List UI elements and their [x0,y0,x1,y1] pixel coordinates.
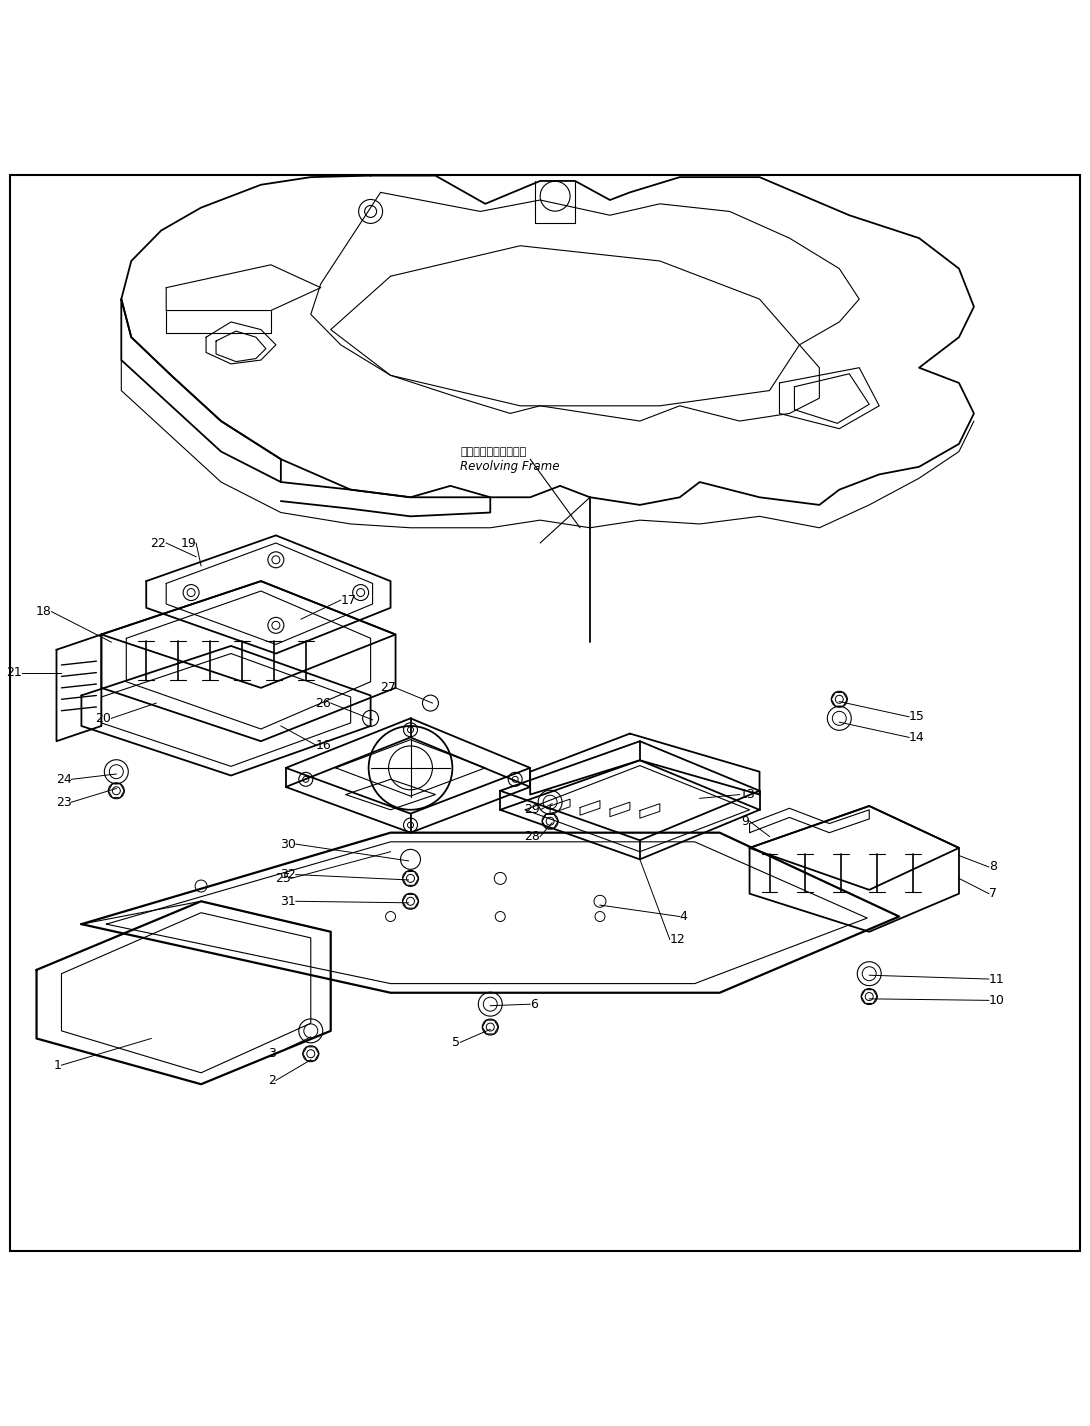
Text: 14: 14 [909,732,924,744]
Text: 31: 31 [280,894,295,908]
Text: 1: 1 [53,1058,61,1072]
Text: 24: 24 [56,773,72,786]
Text: 25: 25 [275,871,291,886]
Text: 6: 6 [530,998,538,1011]
Text: 7: 7 [989,887,997,900]
Text: 5: 5 [452,1035,460,1048]
Text: 13: 13 [740,789,755,801]
Text: 12: 12 [669,933,686,945]
Text: 30: 30 [280,837,295,850]
Text: 10: 10 [989,994,1005,1007]
Text: 19: 19 [180,536,196,549]
Text: 8: 8 [989,860,997,874]
Text: 26: 26 [315,696,330,710]
Text: 23: 23 [56,796,72,809]
Text: レボルビングフレーム: レボルビングフレーム [460,446,526,456]
Text: 22: 22 [150,536,166,549]
Text: 28: 28 [524,830,541,843]
Text: 17: 17 [341,593,356,606]
Text: 21: 21 [5,666,22,679]
Text: 15: 15 [909,710,925,723]
Text: 2: 2 [268,1074,276,1087]
Text: 11: 11 [989,973,1005,985]
Text: 3: 3 [268,1047,276,1060]
Text: 29: 29 [524,803,541,816]
Text: 4: 4 [680,910,688,923]
Text: 32: 32 [280,868,295,881]
Text: 9: 9 [741,814,750,827]
Text: 27: 27 [379,682,396,694]
Text: 16: 16 [316,739,331,752]
Text: Revolving Frame: Revolving Frame [460,461,560,473]
Text: 20: 20 [96,712,111,724]
Text: 18: 18 [36,605,51,617]
